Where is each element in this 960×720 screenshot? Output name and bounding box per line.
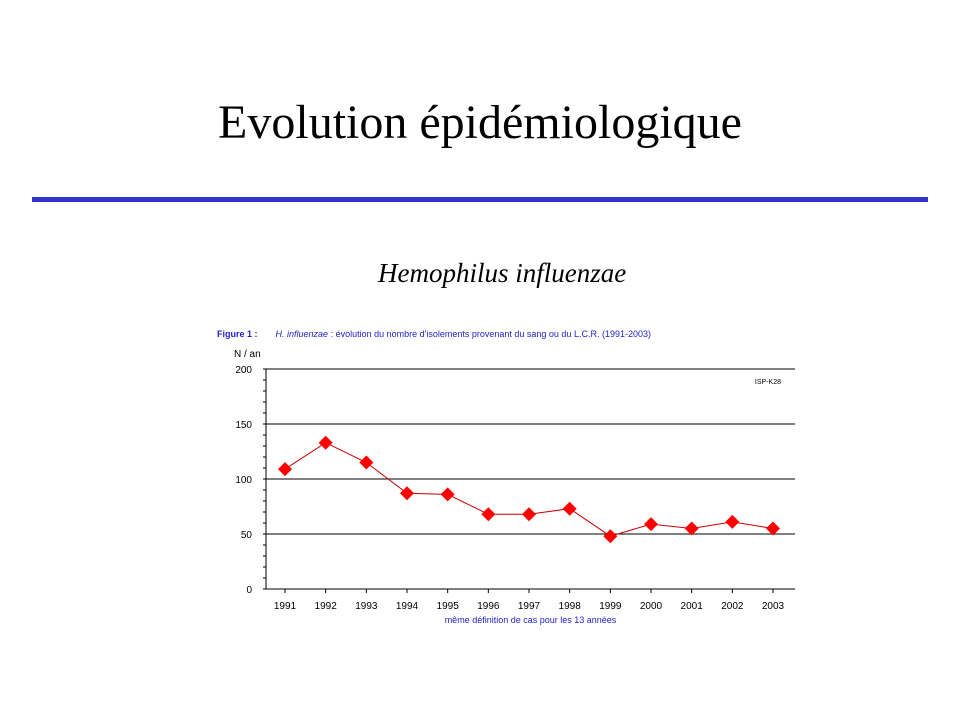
figure-label: Figure 1 : (217, 329, 258, 339)
y-tick-label: 200 (235, 365, 252, 376)
figure-caption: Figure 1 : H. influenzae : évolution du n… (217, 329, 651, 339)
data-point (400, 486, 414, 501)
figure-caption-text: : évolution du nombre d'isolements prove… (328, 329, 651, 339)
y-tick-label: 150 (235, 420, 252, 431)
x-axis-label: même définition de cas pour les 13 année… (445, 615, 617, 625)
x-tick-label: 1994 (396, 601, 419, 612)
data-point (603, 529, 618, 544)
y-tick-label: 100 (235, 475, 252, 486)
watermark: ISP-K28 (755, 379, 781, 386)
data-point (278, 462, 292, 477)
y-tick-label: 0 (246, 585, 252, 596)
x-tick-label: 1996 (477, 601, 500, 612)
x-tick-label: 1991 (274, 601, 297, 612)
data-point (644, 517, 658, 532)
data-point (562, 501, 577, 516)
figure-organism: H. influenzae (275, 329, 329, 339)
data-point (359, 455, 374, 470)
x-tick-label: 1993 (355, 601, 378, 612)
x-tick-label: 1992 (315, 601, 338, 612)
x-tick-label: 1995 (437, 601, 460, 612)
y-tick-label: 50 (241, 530, 253, 541)
slide-subtitle: Hemophilus influenzae (378, 258, 627, 288)
x-tick-label: 2001 (681, 601, 704, 612)
data-point (481, 507, 496, 522)
data-point (522, 507, 536, 522)
data-point (684, 521, 699, 536)
title-divider (32, 197, 928, 202)
data-point (318, 435, 333, 450)
data-point (440, 487, 455, 502)
series-line (284, 442, 774, 537)
x-tick-label: 2002 (721, 601, 744, 612)
x-tick-label: 1999 (599, 601, 622, 612)
data-point (725, 514, 740, 529)
x-tick-label: 2003 (762, 601, 785, 612)
y-axis-label: N / an (234, 349, 261, 360)
data-point (766, 521, 780, 536)
slide-title: Evolution épidémiologique (218, 96, 742, 149)
x-tick-label: 1998 (559, 601, 582, 612)
x-tick-label: 1997 (518, 601, 541, 612)
x-tick-label: 2000 (640, 601, 663, 612)
